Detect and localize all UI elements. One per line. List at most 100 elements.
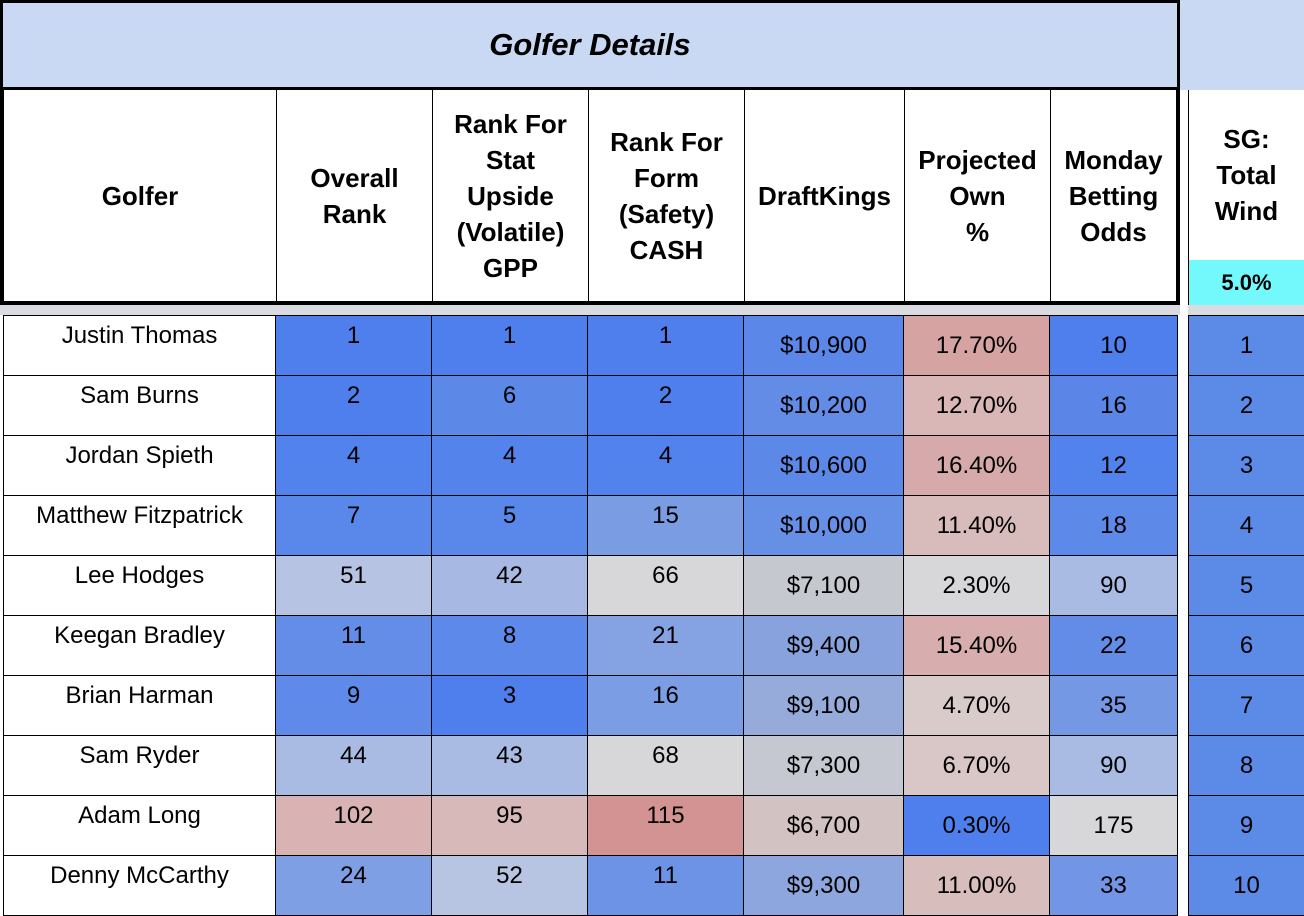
header-projected-own[interactable]: Projected Own %	[904, 90, 1050, 301]
table-row: Sam Ryder 44 43 68 $7,300 6.70% 90	[3, 735, 1178, 796]
header-sg-total-wind[interactable]: SG: Total Wind	[1188, 90, 1304, 260]
stat-upside-cell[interactable]: 4	[431, 435, 588, 496]
golfer-name-cell[interactable]: Sam Ryder	[3, 735, 276, 796]
overall-rank-cell[interactable]: 11	[275, 615, 432, 676]
draftkings-salary-cell[interactable]: $9,400	[743, 615, 904, 676]
overall-rank-cell[interactable]: 7	[275, 495, 432, 556]
draftkings-salary-cell[interactable]: $10,200	[743, 375, 904, 436]
betting-odds-cell[interactable]: 22	[1049, 615, 1178, 676]
table-row: Justin Thomas 1 1 1 $10,900 17.70% 10	[3, 315, 1178, 376]
draftkings-salary-cell[interactable]: $10,000	[743, 495, 904, 556]
overall-rank-cell[interactable]: 9	[275, 675, 432, 736]
stat-upside-cell[interactable]: 43	[431, 735, 588, 796]
betting-odds-cell[interactable]: 18	[1049, 495, 1178, 556]
sg-row: 7	[1188, 675, 1304, 736]
table-row: Adam Long 102 95 115 $6,700 0.30% 175	[3, 795, 1178, 856]
sg-total-wind-cell[interactable]: 3	[1188, 435, 1304, 496]
golfer-name-cell[interactable]: Matthew Fitzpatrick	[3, 495, 276, 556]
draftkings-salary-cell[interactable]: $9,100	[743, 675, 904, 736]
stat-upside-cell[interactable]: 42	[431, 555, 588, 616]
header-stat-upside[interactable]: Rank For Stat Upside (Volatile) GPP	[432, 90, 588, 301]
stat-upside-cell[interactable]: 3	[431, 675, 588, 736]
page-title: Golfer Details	[489, 27, 691, 62]
stat-upside-cell[interactable]: 5	[431, 495, 588, 556]
header-overall-rank[interactable]: Overall Rank	[276, 90, 432, 301]
header-golfer[interactable]: Golfer	[101, 180, 179, 211]
form-safety-cell[interactable]: 11	[587, 855, 744, 916]
form-safety-cell[interactable]: 15	[587, 495, 744, 556]
projected-own-cell[interactable]: 11.00%	[903, 855, 1050, 916]
projected-own-cell[interactable]: 6.70%	[903, 735, 1050, 796]
draftkings-salary-cell[interactable]: $6,700	[743, 795, 904, 856]
overall-rank-cell[interactable]: 44	[275, 735, 432, 796]
sg-total-wind-cell[interactable]: 1	[1188, 315, 1304, 376]
overall-rank-cell[interactable]: 2	[275, 375, 432, 436]
projected-own-cell[interactable]: 12.70%	[903, 375, 1050, 436]
sg-total-wind-cell[interactable]: 2	[1188, 375, 1304, 436]
betting-odds-cell[interactable]: 10	[1049, 315, 1178, 376]
stat-upside-cell[interactable]: 8	[431, 615, 588, 676]
overall-rank-cell[interactable]: 102	[275, 795, 432, 856]
golfer-name-cell[interactable]: Justin Thomas	[3, 315, 276, 376]
table-row: Sam Burns 2 6 2 $10,200 12.70% 16	[3, 375, 1178, 436]
betting-odds-cell[interactable]: 35	[1049, 675, 1178, 736]
form-safety-cell[interactable]: 2	[587, 375, 744, 436]
overall-rank-cell[interactable]: 24	[275, 855, 432, 916]
betting-odds-cell[interactable]: 175	[1049, 795, 1178, 856]
golfer-name-cell[interactable]: Jordan Spieth	[3, 435, 276, 496]
betting-odds-cell[interactable]: 90	[1049, 735, 1178, 796]
right-banner	[1180, 0, 1304, 90]
header-betting-odds[interactable]: Monday Betting Odds	[1050, 90, 1176, 301]
projected-own-cell[interactable]: 0.30%	[903, 795, 1050, 856]
golfer-name-cell[interactable]: Denny McCarthy	[3, 855, 276, 916]
overall-rank-cell[interactable]: 1	[275, 315, 432, 376]
draftkings-salary-cell[interactable]: $9,300	[743, 855, 904, 916]
header-form-safety[interactable]: Rank For Form (Safety) CASH	[588, 90, 744, 301]
golfer-table: Justin Thomas 1 1 1 $10,900 17.70% 10 Sam Burns…	[3, 315, 1178, 916]
betting-odds-cell[interactable]: 12	[1049, 435, 1178, 496]
sg-total-wind-cell[interactable]: 7	[1188, 675, 1304, 736]
header-separator	[0, 305, 1304, 315]
projected-own-cell[interactable]: 2.30%	[903, 555, 1050, 616]
projected-own-cell[interactable]: 11.40%	[903, 495, 1050, 556]
sg-total-wind-cell[interactable]: 6	[1188, 615, 1304, 676]
draftkings-salary-cell[interactable]: $10,600	[743, 435, 904, 496]
golfer-name-cell[interactable]: Adam Long	[3, 795, 276, 856]
form-safety-cell[interactable]: 115	[587, 795, 744, 856]
draftkings-salary-cell[interactable]: $7,100	[743, 555, 904, 616]
betting-odds-cell[interactable]: 90	[1049, 555, 1178, 616]
golfer-name-cell[interactable]: Sam Burns	[3, 375, 276, 436]
form-safety-cell[interactable]: 4	[587, 435, 744, 496]
sg-total-wind-cell[interactable]: 10	[1188, 855, 1304, 916]
stat-upside-cell[interactable]: 95	[431, 795, 588, 856]
form-safety-cell[interactable]: 16	[587, 675, 744, 736]
golfer-name-cell[interactable]: Lee Hodges	[3, 555, 276, 616]
sg-total-wind-cell[interactable]: 4	[1188, 495, 1304, 556]
form-safety-cell[interactable]: 66	[587, 555, 744, 616]
betting-odds-cell[interactable]: 16	[1049, 375, 1178, 436]
sg-total-wind-cell[interactable]: 8	[1188, 735, 1304, 796]
stat-upside-cell[interactable]: 52	[431, 855, 588, 916]
table-row: Matthew Fitzpatrick 7 5 15 $10,000 11.40% 18	[3, 495, 1178, 556]
stat-upside-cell[interactable]: 6	[431, 375, 588, 436]
form-safety-cell[interactable]: 1	[587, 315, 744, 376]
projected-own-cell[interactable]: 4.70%	[903, 675, 1050, 736]
header-draftkings[interactable]: DraftKings	[744, 90, 904, 301]
projected-own-cell[interactable]: 16.40%	[903, 435, 1050, 496]
sg-total-wind-cell[interactable]: 9	[1188, 795, 1304, 856]
stat-upside-cell[interactable]: 1	[431, 315, 588, 376]
sg-total-wind-cell[interactable]: 5	[1188, 555, 1304, 616]
golfer-name-cell[interactable]: Brian Harman	[3, 675, 276, 736]
sg-weight-cell[interactable]: 5.0%	[1188, 260, 1304, 305]
golfer-name-cell[interactable]: Keegan Bradley	[3, 615, 276, 676]
projected-own-cell[interactable]: 15.40%	[903, 615, 1050, 676]
overall-rank-cell[interactable]: 4	[275, 435, 432, 496]
form-safety-cell[interactable]: 68	[587, 735, 744, 796]
form-safety-cell[interactable]: 21	[587, 615, 744, 676]
overall-rank-cell[interactable]: 51	[275, 555, 432, 616]
table-row: Denny McCarthy 24 52 11 $9,300 11.00% 33	[3, 855, 1178, 916]
draftkings-salary-cell[interactable]: $7,300	[743, 735, 904, 796]
draftkings-salary-cell[interactable]: $10,900	[743, 315, 904, 376]
projected-own-cell[interactable]: 17.70%	[903, 315, 1050, 376]
betting-odds-cell[interactable]: 33	[1049, 855, 1178, 916]
